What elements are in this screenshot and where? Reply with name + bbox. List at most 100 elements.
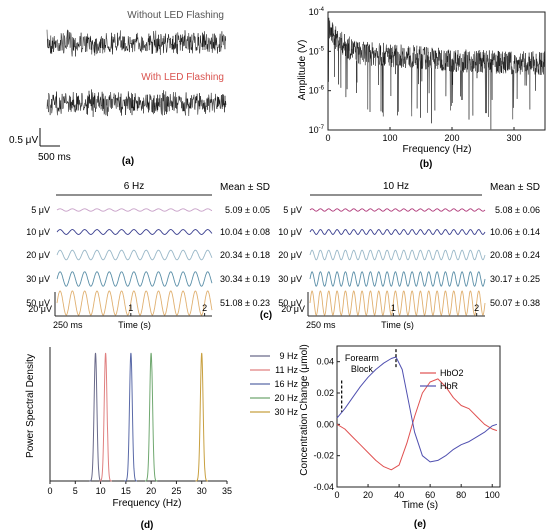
amplitude-label: 30 μV <box>278 274 302 284</box>
sine-trace <box>56 249 213 261</box>
sine-trace <box>56 271 213 287</box>
x-tick-label-d: 15 <box>121 486 131 496</box>
scale-v-label: 0.5 μV <box>9 135 38 146</box>
legend-label: HbO2 <box>440 368 464 378</box>
legend-label: HbR <box>440 381 459 391</box>
series-line-hbo2 <box>336 378 498 471</box>
amplitude-label: 20 μV <box>26 250 50 260</box>
amplitude-label: 5 μV <box>31 205 50 215</box>
y-axis-label-e: Concentration Change (μmol) <box>299 344 310 475</box>
x-tick-label-d: 25 <box>171 486 181 496</box>
x-tick-label-e: 0 <box>334 490 339 500</box>
y-tick-label-e: 0.02 <box>316 388 334 398</box>
sine-trace <box>309 229 486 235</box>
panel-b: 10-7 10-6 10-5 10-4 0 100 200 300 Frequency (H… <box>297 7 546 170</box>
y-tick-label-b: 10-5 <box>309 46 325 56</box>
amplitude-label: 50 μV <box>26 298 50 308</box>
panel-e: -0.04 -0.02 0.00 0.02 0.04 0 20 40 60 80 100 Forear… <box>299 344 501 530</box>
y-axis-label-d: Power Spectral Density <box>25 354 36 458</box>
scale-t-label: 250 ms <box>53 320 83 330</box>
sine-trace <box>56 208 213 212</box>
stat-value: 5.09 ± 0.05 <box>225 205 270 215</box>
x-tick-label-d: 5 <box>73 486 78 496</box>
stat-header: Mean ± SD <box>490 182 540 193</box>
sine-trace <box>56 229 213 235</box>
time-tick-label: 2 <box>474 303 479 313</box>
legend-label: 20 Hz <box>274 393 298 403</box>
x-axis-label-d: Frequency (Hz) <box>113 498 182 509</box>
annotation-label: Forearm <box>345 353 379 363</box>
axes-frame-b <box>327 11 546 131</box>
panel-label-c: (c) <box>260 310 272 321</box>
x-tick-label-b: 200 <box>444 133 459 143</box>
scale-v-label: 20 μV <box>281 304 305 314</box>
amplitude-label: 10 μV <box>278 227 302 237</box>
sine-trace <box>56 290 213 316</box>
time-tick-label: 1 <box>128 303 133 313</box>
x-tick-label-b: 300 <box>506 133 521 143</box>
psd-peak <box>99 352 112 482</box>
sine-trace <box>309 290 486 316</box>
freq-title: 6 Hz <box>124 181 145 192</box>
panel-c: 6 Hz Mean ± SD 5 μV 5.09 ± 0.05 10 μV 10.04 ±… <box>26 181 540 330</box>
time-tick-label: 2 <box>202 303 207 313</box>
sine-trace <box>309 271 486 287</box>
panel-c-right: 10 Hz Mean ± SD 5 μV 5.08 ± 0.06 10 μV 10.06 … <box>278 181 540 330</box>
amplitude-label: 50 μV <box>278 298 302 308</box>
y-tick-label-e: 0.04 <box>316 357 334 367</box>
spectrum-trace <box>328 17 546 130</box>
x-tick-label-e: 40 <box>394 490 404 500</box>
legend-label: 16 Hz <box>274 379 298 389</box>
psd-peak <box>145 352 158 482</box>
trace-without-led <box>46 29 227 57</box>
scale-v-label: 20 μV <box>28 304 52 314</box>
scale-t-label: 500 ms <box>38 152 71 163</box>
stat-value: 20.08 ± 0.24 <box>490 250 540 260</box>
series-line-hbr <box>336 356 498 463</box>
amplitude-label: 5 μV <box>283 205 302 215</box>
panel-label-b: (b) <box>420 159 433 170</box>
y-tick-label-b: 10-4 <box>309 7 325 17</box>
y-tick-label-e: -0.02 <box>313 451 334 461</box>
time-tick-label: 1 <box>391 303 396 313</box>
x-tick-label-e: 60 <box>425 490 435 500</box>
legend-label: 9 Hz <box>279 351 298 361</box>
panel-label-a: (a) <box>122 156 134 167</box>
psd-peak <box>195 352 208 482</box>
y-axis-label-b: Amplitude (V) <box>297 40 308 101</box>
stat-value: 20.34 ± 0.18 <box>220 250 270 260</box>
panel-a: Without LED Flashing With LED Flashing 0… <box>9 10 227 167</box>
trace-top-label: Without LED Flashing <box>127 10 224 21</box>
y-tick-label-b: 10-6 <box>309 86 325 96</box>
y-tick-label-b: 10-7 <box>309 125 325 135</box>
stat-value: 30.17 ± 0.25 <box>490 274 540 284</box>
x-axis-label-e: Time (s) <box>402 500 438 511</box>
annotation-label: Block <box>351 364 374 374</box>
trace-bottom-label: With LED Flashing <box>141 72 224 83</box>
x-tick-label-d: 35 <box>222 486 232 496</box>
stat-value: 5.08 ± 0.06 <box>495 205 540 215</box>
x-axis-label-b: Frequency (Hz) <box>403 144 472 155</box>
x-tick-label-d: 0 <box>47 486 52 496</box>
x-tick-label-e: 80 <box>456 490 466 500</box>
psd-peak <box>124 352 137 482</box>
axes-frame-e <box>336 345 501 488</box>
panel-d: 0 5 10 15 20 25 30 35 9 Hz 11 Hz 16 Hz 20 Hz 30 Hz F… <box>25 347 298 531</box>
sine-trace <box>309 208 486 212</box>
x-tick-label-d: 10 <box>96 486 106 496</box>
time-axis-label: Time (s) <box>118 320 151 330</box>
amplitude-label: 10 μV <box>26 227 50 237</box>
stat-value: 50.07 ± 0.38 <box>490 298 540 308</box>
panel-c-left: 6 Hz Mean ± SD 5 μV 5.09 ± 0.05 10 μV 10.04 ±… <box>26 181 270 330</box>
trace-with-led <box>46 89 227 117</box>
x-tick-label-d: 20 <box>146 486 156 496</box>
y-tick-label-e: 0.00 <box>316 419 334 429</box>
amplitude-label: 30 μV <box>26 274 50 284</box>
freq-title: 10 Hz <box>383 181 409 192</box>
panel-label-e: (e) <box>414 519 426 530</box>
time-axis-label: Time (s) <box>381 320 414 330</box>
stat-header: Mean ± SD <box>220 182 270 193</box>
psd-peak <box>89 352 102 482</box>
stat-value: 10.06 ± 0.14 <box>490 227 540 237</box>
